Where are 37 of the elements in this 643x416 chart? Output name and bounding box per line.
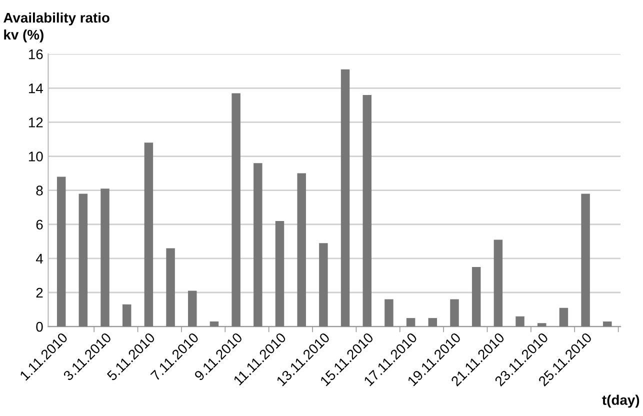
bar (450, 299, 459, 327)
y-tick-label: 0 (36, 322, 43, 332)
bar (340, 69, 350, 327)
bar (472, 266, 481, 327)
bar (100, 188, 110, 327)
y-axis-title: Availability ratio kv (%) (4, 12, 110, 42)
y-tick-label: 12 (28, 118, 43, 128)
y-tick-label: 4 (36, 254, 43, 264)
bar (319, 243, 328, 327)
y-tick-label: 8 (36, 186, 43, 196)
bar (428, 318, 438, 327)
bar (516, 316, 524, 327)
y-tick-label: 14 (28, 84, 43, 94)
bar (232, 93, 240, 327)
bar (603, 321, 612, 327)
bar (144, 142, 154, 327)
bar (559, 308, 568, 327)
x-axis-title: t(day) (602, 394, 640, 408)
bar (406, 318, 416, 327)
bar (275, 220, 284, 327)
bar (254, 163, 262, 327)
bar (56, 176, 66, 327)
bar (297, 173, 306, 327)
bar (384, 299, 394, 327)
bar (537, 323, 546, 327)
y-tick-label: 10 (28, 152, 43, 162)
y-tick-label: 16 (28, 49, 43, 60)
y-tick-label: 2 (36, 288, 43, 298)
bar (210, 321, 219, 327)
bar (188, 290, 197, 327)
bar (166, 248, 175, 327)
y-tick-label: 6 (36, 220, 43, 230)
bar (78, 194, 88, 327)
bar (362, 94, 372, 327)
bar (494, 240, 503, 327)
bar (581, 194, 590, 327)
bar (122, 304, 132, 327)
